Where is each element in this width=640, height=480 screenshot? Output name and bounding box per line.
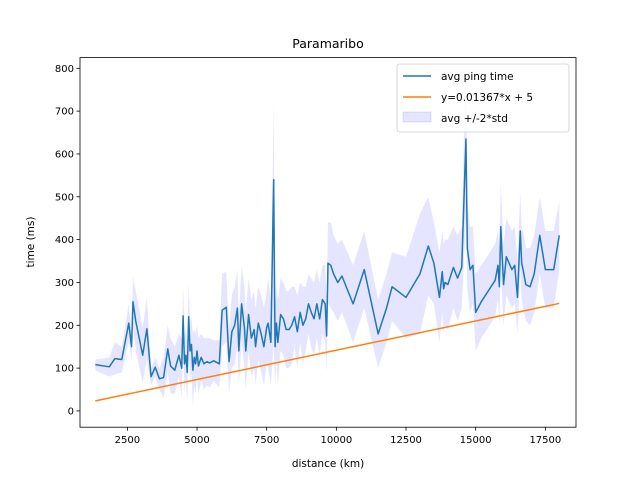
y-tick-label: 200 xyxy=(55,321,74,332)
x-tick-label: 17500 xyxy=(529,435,561,446)
chart-title: Paramaribo xyxy=(292,36,363,51)
y-tick-label: 700 xyxy=(55,107,74,118)
y-tick-label: 400 xyxy=(55,235,74,246)
legend-label-avg: avg ping time xyxy=(441,71,514,83)
x-tick-label: 10000 xyxy=(320,435,352,446)
plot-area xyxy=(95,59,561,407)
legend: avg ping time y=0.01367*x + 5 avg +/-2*s… xyxy=(396,63,570,133)
plot-frame xyxy=(79,57,577,428)
series-line-avg xyxy=(95,138,561,380)
y-tick-label: 100 xyxy=(55,364,74,375)
y-tick-label: 500 xyxy=(55,192,74,203)
x-axis-label: distance (km) xyxy=(292,458,364,470)
legend-box xyxy=(396,63,570,133)
x-tick-label: 5000 xyxy=(184,435,209,446)
y-tick-label: 800 xyxy=(55,64,74,75)
y-tick-label: 0 xyxy=(68,406,74,417)
series-line-fit xyxy=(95,302,560,402)
y-axis-ticks: 0 100 200 300 400 500 600 700 800 xyxy=(55,64,80,417)
y-tick-label: 600 xyxy=(55,149,74,160)
y-axis-label: time (ms) xyxy=(25,217,37,268)
legend-label-band: avg +/-2*std xyxy=(441,113,508,125)
x-tick-label: 2500 xyxy=(115,435,140,446)
legend-swatch-band xyxy=(402,111,432,123)
series-band-std xyxy=(95,59,560,407)
legend-label-fit: y=0.01367*x + 5 xyxy=(441,92,533,104)
x-tick-label: 7500 xyxy=(254,435,279,446)
x-tick-label: 15000 xyxy=(460,435,492,446)
x-axis-ticks: 2500 5000 7500 10000 12500 15000 17500 xyxy=(115,427,561,446)
y-tick-label: 300 xyxy=(55,278,74,289)
x-tick-label: 12500 xyxy=(390,435,422,446)
